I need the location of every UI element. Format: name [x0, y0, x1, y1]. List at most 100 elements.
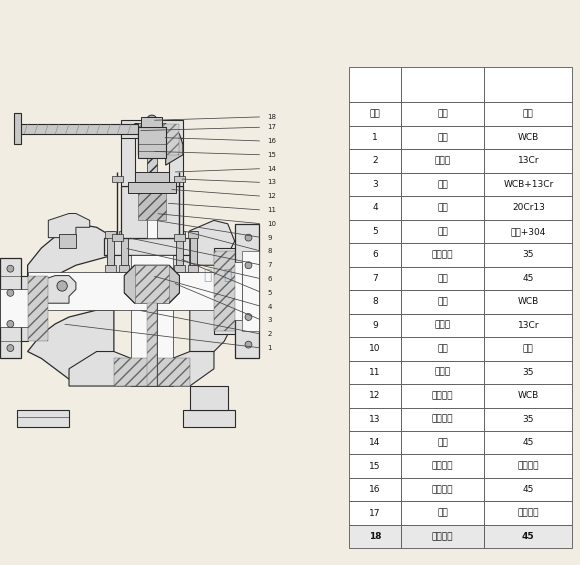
- Bar: [401, 478, 484, 501]
- Text: 35: 35: [523, 250, 534, 259]
- Polygon shape: [135, 265, 169, 303]
- Bar: [401, 149, 484, 173]
- Polygon shape: [124, 265, 179, 303]
- Text: 填料压板: 填料压板: [432, 392, 454, 400]
- Polygon shape: [190, 220, 235, 265]
- Bar: [119, 265, 129, 272]
- Text: 8: 8: [267, 249, 272, 254]
- Polygon shape: [103, 238, 200, 255]
- Text: 阀杆: 阀杆: [437, 203, 448, 212]
- Text: 阀体: 阀体: [437, 133, 448, 142]
- Text: 活节螺栓: 活节螺栓: [432, 415, 454, 424]
- Text: 石墨+304: 石墨+304: [510, 227, 546, 236]
- Bar: [349, 407, 401, 431]
- Text: WCB: WCB: [518, 297, 539, 306]
- Bar: [349, 454, 401, 478]
- Text: WCB: WCB: [518, 133, 539, 142]
- Bar: [174, 176, 184, 182]
- Text: 15: 15: [369, 462, 380, 471]
- Bar: [349, 220, 401, 243]
- Bar: [484, 126, 572, 149]
- Bar: [401, 314, 484, 337]
- Bar: [484, 501, 572, 525]
- Text: 球墨铸铁: 球墨铸铁: [517, 508, 539, 518]
- Bar: [349, 67, 401, 102]
- Text: 3: 3: [267, 318, 272, 323]
- Text: 12: 12: [369, 392, 380, 400]
- Bar: [484, 173, 572, 196]
- Text: 9: 9: [267, 234, 272, 241]
- Bar: [401, 501, 484, 525]
- Polygon shape: [241, 251, 259, 331]
- Bar: [349, 243, 401, 267]
- Polygon shape: [214, 248, 241, 334]
- Bar: [484, 290, 572, 314]
- Polygon shape: [214, 262, 241, 320]
- Bar: [174, 265, 184, 272]
- Polygon shape: [121, 186, 183, 238]
- Text: 1: 1: [267, 345, 272, 351]
- Bar: [119, 231, 129, 238]
- Text: 20Cr13: 20Cr13: [512, 203, 545, 212]
- Text: 10: 10: [369, 344, 380, 353]
- Text: 石墨: 石墨: [523, 344, 534, 353]
- Text: 45: 45: [522, 532, 535, 541]
- Text: 13Cr: 13Cr: [517, 157, 539, 166]
- Bar: [349, 525, 401, 549]
- Polygon shape: [28, 224, 114, 289]
- Bar: [176, 231, 183, 265]
- Polygon shape: [0, 258, 21, 358]
- Bar: [349, 384, 401, 407]
- Polygon shape: [147, 145, 157, 238]
- Text: 35: 35: [523, 368, 534, 377]
- Bar: [112, 234, 122, 241]
- Bar: [349, 314, 401, 337]
- Polygon shape: [69, 351, 214, 386]
- Bar: [349, 431, 401, 454]
- Polygon shape: [28, 272, 214, 310]
- Polygon shape: [147, 186, 157, 238]
- Bar: [484, 267, 572, 290]
- Polygon shape: [128, 182, 176, 193]
- Polygon shape: [17, 410, 69, 428]
- Text: 11: 11: [267, 207, 277, 213]
- Bar: [349, 290, 401, 314]
- Text: 闸板: 闸板: [437, 180, 448, 189]
- Text: 7: 7: [267, 262, 272, 268]
- Bar: [401, 220, 484, 243]
- Bar: [190, 231, 197, 265]
- Text: 45: 45: [523, 485, 534, 494]
- Bar: [349, 102, 401, 126]
- Bar: [401, 337, 484, 360]
- Bar: [401, 126, 484, 149]
- Polygon shape: [190, 386, 228, 410]
- Bar: [401, 173, 484, 196]
- Bar: [349, 267, 401, 290]
- Polygon shape: [131, 255, 173, 386]
- Bar: [349, 360, 401, 384]
- Text: 7: 7: [372, 274, 378, 283]
- Text: 密封面: 密封面: [434, 157, 451, 166]
- Text: 螺母: 螺母: [437, 274, 448, 283]
- Text: 6: 6: [267, 276, 272, 282]
- Text: 2: 2: [267, 331, 272, 337]
- Polygon shape: [183, 410, 235, 428]
- Bar: [174, 231, 184, 238]
- Bar: [401, 267, 484, 290]
- Text: 17: 17: [267, 124, 277, 130]
- Bar: [188, 265, 198, 272]
- Bar: [349, 337, 401, 360]
- Text: 1: 1: [372, 133, 378, 142]
- Text: 6: 6: [372, 250, 378, 259]
- Text: 4: 4: [372, 203, 378, 212]
- Bar: [401, 360, 484, 384]
- Polygon shape: [135, 172, 169, 182]
- Bar: [401, 196, 484, 220]
- Polygon shape: [0, 276, 28, 341]
- Text: 9: 9: [372, 321, 378, 330]
- Bar: [121, 231, 128, 265]
- Bar: [349, 173, 401, 196]
- Bar: [484, 243, 572, 267]
- Bar: [401, 454, 484, 478]
- Bar: [401, 243, 484, 267]
